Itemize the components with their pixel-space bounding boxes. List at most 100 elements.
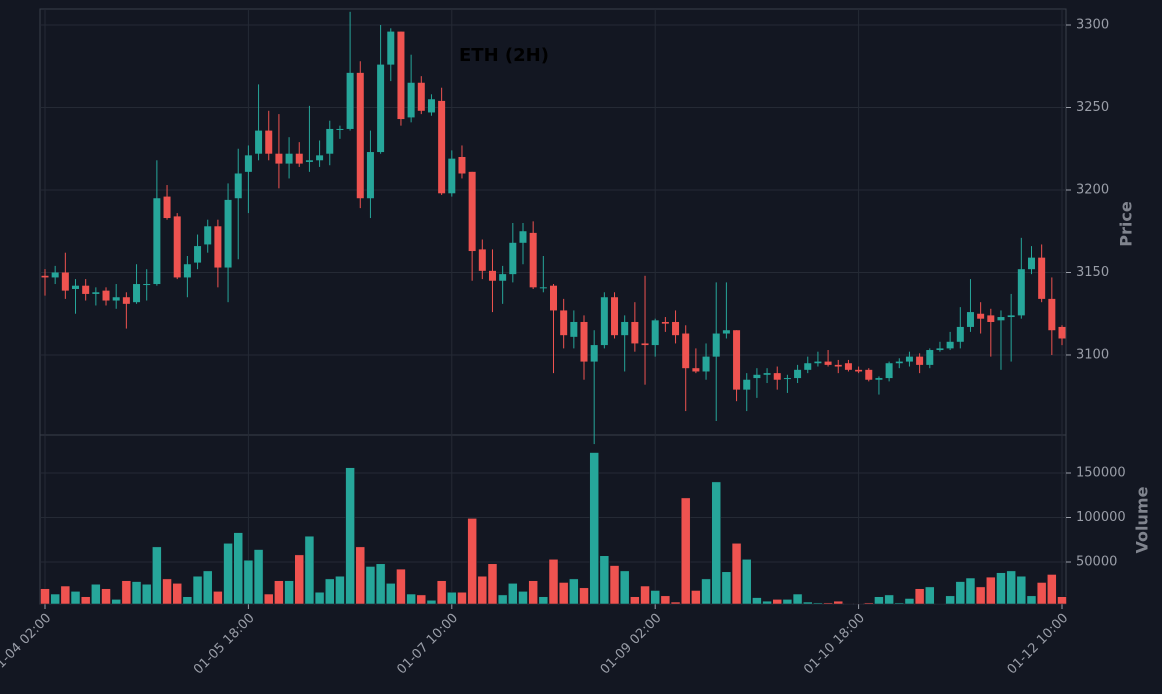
volume-bar: [986, 576, 996, 605]
volume-bar: [579, 587, 589, 605]
volume-bar: [914, 588, 925, 605]
candle-body: [244, 155, 252, 172]
volume-bar: [345, 467, 355, 605]
candle-body: [163, 196, 171, 219]
candle-body: [733, 330, 741, 390]
volume-bar: [945, 595, 955, 605]
volume-bar: [823, 602, 833, 605]
candle-body: [570, 321, 578, 337]
volume-bar: [1016, 575, 1027, 605]
candle-body: [41, 275, 49, 278]
candle-body: [773, 373, 781, 380]
candle-body: [763, 373, 771, 375]
candle-body: [255, 130, 263, 154]
candle-body: [550, 285, 557, 311]
volume-bar: [131, 581, 142, 605]
candle-body: [875, 378, 883, 380]
candle-body: [1027, 257, 1035, 270]
candle-body: [173, 216, 181, 278]
volume-bar: [335, 575, 345, 605]
candle-body: [519, 231, 527, 243]
volume-bar: [497, 594, 508, 605]
candle-body: [377, 64, 385, 153]
volume-bar: [253, 549, 264, 605]
volume-bar: [233, 532, 243, 605]
volume-bar: [386, 583, 396, 605]
candle-body: [743, 379, 751, 390]
candle-body: [488, 270, 496, 281]
volume-bar: [721, 571, 732, 605]
volume-bar: [121, 580, 132, 605]
volume-bar: [375, 563, 386, 605]
candle-body: [977, 313, 985, 319]
candle-body: [539, 287, 547, 289]
volume-bar: [447, 592, 457, 605]
volume-bar: [609, 565, 620, 605]
y-tick-label: 3100: [1076, 347, 1109, 362]
x-tick-label: 01-09 02:00: [598, 611, 665, 678]
candle-body: [865, 369, 873, 380]
candle-body: [692, 368, 700, 372]
candle-body: [509, 242, 517, 275]
candle-body: [1017, 269, 1025, 316]
volume-bar: [884, 594, 894, 605]
candle-body: [804, 363, 812, 370]
volume-bar: [40, 588, 50, 605]
candle-body: [966, 312, 974, 327]
candle-body: [834, 364, 842, 367]
volume-tick-label: 100000: [1076, 510, 1126, 525]
volume-bar: [213, 591, 223, 605]
volume-bar: [192, 575, 203, 605]
candle-body: [783, 378, 791, 380]
volume-bar: [874, 596, 884, 605]
candle-body: [560, 310, 568, 336]
candle-body: [946, 341, 954, 349]
volume-bar: [263, 593, 274, 605]
candle-body: [651, 320, 659, 346]
candle-body: [661, 321, 669, 324]
volume-bar: [660, 595, 671, 605]
x-tick-label: 01-12 10:00: [1005, 611, 1072, 678]
candle-body: [214, 226, 222, 268]
volume-bar: [294, 554, 304, 605]
candle-body: [204, 226, 212, 245]
volume-bar: [1006, 570, 1016, 605]
volume-bar: [691, 590, 701, 605]
volume-bar: [365, 566, 376, 605]
volume-bar: [701, 578, 711, 605]
candle-body: [987, 315, 995, 322]
candle-body: [417, 82, 425, 111]
volume-bar: [630, 596, 640, 605]
candle-body: [905, 356, 913, 362]
candle-body: [366, 152, 374, 199]
volume-bar: [782, 599, 793, 605]
volume-bar: [436, 580, 447, 605]
candle-body: [895, 361, 903, 364]
volume-bar: [304, 535, 315, 605]
volume-bar: [172, 583, 182, 605]
volume-bar: [1047, 574, 1057, 605]
volume-bar: [487, 563, 498, 605]
volume-bar: [508, 583, 518, 605]
candle-body: [844, 363, 852, 370]
volume-bar: [589, 452, 599, 605]
candle-body: [672, 321, 680, 336]
volume-bar: [141, 583, 152, 605]
volume-bar: [894, 602, 905, 605]
volume-bar: [426, 600, 437, 605]
volume-bar: [741, 559, 752, 605]
volume-bar: [202, 570, 213, 605]
candle-body: [1048, 298, 1056, 331]
candle-body: [122, 297, 130, 304]
y-tick-label: 3300: [1076, 18, 1109, 33]
chart-title: ETH (2H): [459, 45, 549, 66]
candle-body: [712, 333, 720, 357]
candle-body: [61, 272, 69, 291]
volume-bar: [50, 593, 60, 605]
volume-bar: [416, 594, 427, 605]
candle-body: [824, 361, 832, 365]
volume-bar: [752, 597, 762, 605]
candle-body: [305, 160, 313, 162]
candle-body: [600, 297, 608, 346]
volume-bar: [243, 559, 254, 605]
